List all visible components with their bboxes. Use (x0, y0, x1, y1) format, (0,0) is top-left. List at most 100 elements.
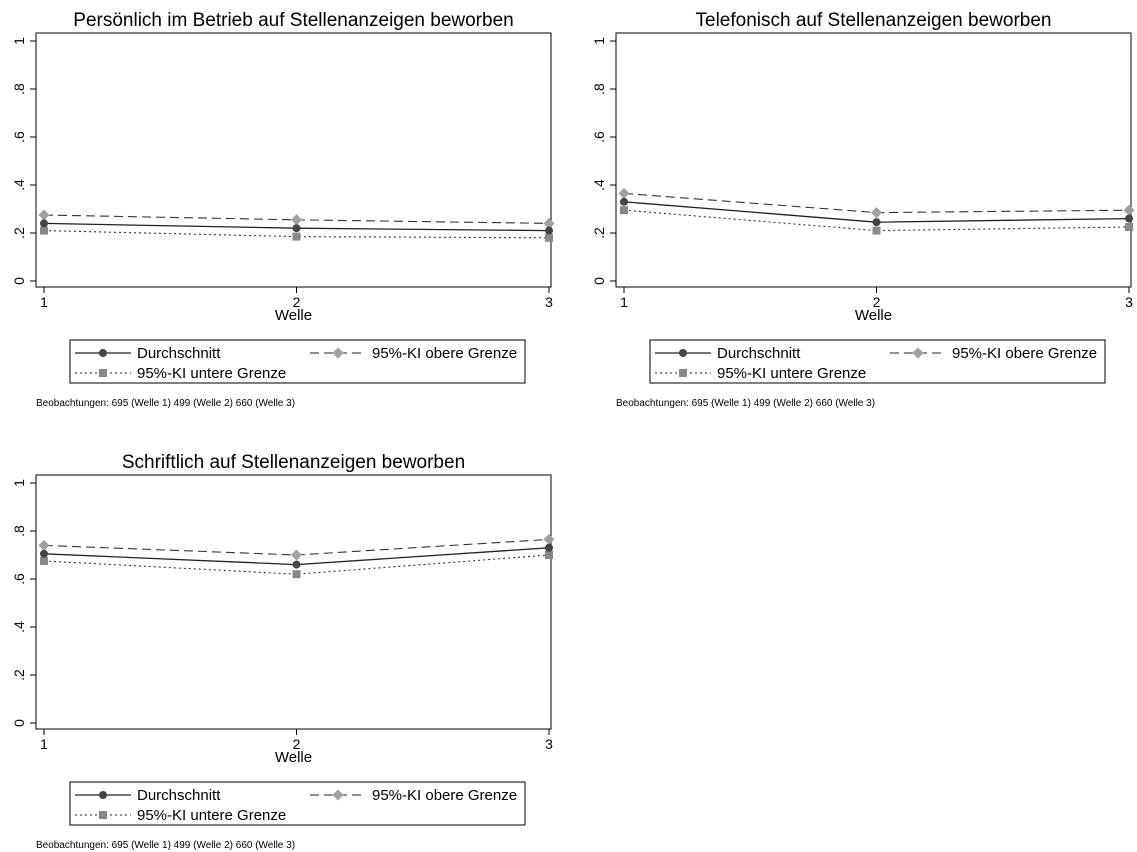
legend: Durchschnitt 95%-KI obere Grenze 95%-KI un… (69, 339, 526, 384)
legend-box (69, 339, 526, 384)
data-point (545, 551, 553, 559)
legend-swatch-marker (912, 347, 924, 359)
series-line-2 (43, 230, 550, 239)
series-2 (40, 551, 553, 579)
y-tick-label: .8 (11, 525, 27, 537)
data-point (543, 217, 555, 229)
x-tick-label: 3 (545, 294, 553, 310)
legend-label: 95%-KI obere Grenze (952, 345, 1097, 362)
x-tick-label: 1 (40, 294, 48, 310)
data-point (872, 218, 881, 227)
observations-note: Beobachtungen: 695 (Welle 1) 499 (Welle … (36, 840, 295, 851)
data-point (40, 557, 48, 565)
y-tick-label: 1 (11, 37, 27, 45)
chart-title: Schriftlich auf Stellenanzeigen beworben (122, 452, 465, 473)
y-tick-label: .4 (11, 179, 27, 191)
data-point (545, 233, 553, 242)
series-2 (40, 226, 553, 242)
chart-title: Persönlich im Betrieb auf Stellenanzeige… (73, 10, 513, 31)
chart-title: Telefonisch auf Stellenanzeigen beworben (696, 10, 1052, 31)
data-point (291, 549, 302, 561)
legend-label: 95%-KI obere Grenze (372, 787, 517, 804)
y-tick-label: .2 (11, 669, 27, 681)
data-point (1123, 204, 1135, 216)
legend-swatch-marker (679, 369, 687, 377)
x-tick-label: 2 (293, 736, 301, 752)
y-tick-label: .8 (11, 83, 27, 95)
observations-note: Beobachtungen: 695 (Welle 1) 499 (Welle … (36, 398, 295, 409)
y-tick-label: .6 (11, 573, 27, 585)
legend: Durchschnitt 95%-KI obere Grenze 95%-KI un… (69, 781, 526, 826)
x-tick-label: 3 (1125, 294, 1133, 310)
x-tick-label: 2 (873, 294, 881, 310)
data-point (871, 207, 882, 219)
data-point (292, 232, 301, 241)
series-2 (620, 206, 1133, 235)
series-0 (620, 197, 1133, 227)
legend-label: Durchschnitt (137, 787, 221, 804)
plot-area (35, 32, 552, 288)
legend-box (649, 339, 1106, 384)
chart-panel-1: Persönlich im Betrieb auf Stellenanzeige… (11, 10, 555, 409)
y-tick-label: .2 (591, 227, 607, 239)
plot-area (615, 32, 1132, 288)
data-point (620, 197, 628, 206)
data-point (543, 533, 555, 545)
y-tick-label: .4 (591, 179, 607, 191)
series-0 (40, 219, 553, 235)
data-point (292, 570, 301, 579)
data-point (545, 543, 553, 552)
legend-swatch-marker (99, 811, 107, 819)
y-tick-label: 1 (591, 37, 607, 45)
x-tick-label: 1 (40, 736, 48, 752)
y-tick-label: .2 (11, 227, 27, 239)
x-tick-label: 1 (620, 294, 628, 310)
legend-box (69, 781, 526, 826)
legend-swatch-marker (99, 369, 107, 377)
y-tick-label: 0 (11, 719, 27, 727)
legend-swatch-marker (679, 349, 687, 357)
x-axis-title: Welle (275, 307, 312, 324)
legend: Durchschnitt 95%-KI obere Grenze 95%-KI un… (649, 339, 1106, 384)
x-axis-title: Welle (275, 749, 312, 766)
data-point (291, 214, 302, 226)
data-point (40, 549, 48, 558)
series-0 (40, 543, 553, 569)
plot-area (35, 474, 552, 730)
series-1 (38, 533, 555, 561)
y-tick-label: .6 (11, 131, 27, 143)
data-point (545, 226, 553, 235)
x-tick-label: 3 (545, 736, 553, 752)
legend-swatch-marker (99, 791, 107, 799)
y-tick-label: 1 (11, 479, 27, 487)
series-1 (38, 209, 555, 229)
y-tick-label: .4 (11, 621, 27, 633)
legend-label: 95%-KI obere Grenze (372, 345, 517, 362)
data-point (872, 226, 881, 235)
series-1 (618, 187, 1135, 219)
chart-panel-2: Telefonisch auf Stellenanzeigen beworben… (591, 10, 1135, 409)
legend-label: 95%-KI untere Grenze (137, 365, 286, 382)
observations-note: Beobachtungen: 695 (Welle 1) 499 (Welle … (616, 398, 875, 409)
data-point (292, 224, 301, 233)
series-line-2 (623, 209, 1130, 232)
y-tick-label: 0 (11, 277, 27, 285)
x-axis-title: Welle (855, 307, 892, 324)
data-point (618, 187, 630, 199)
data-point (40, 219, 48, 228)
y-tick-label: .8 (591, 83, 607, 95)
legend-label: Durchschnitt (137, 345, 221, 362)
data-point (38, 209, 50, 221)
data-point (38, 539, 50, 551)
x-tick-label: 2 (293, 294, 301, 310)
legend-label: 95%-KI untere Grenze (137, 807, 286, 824)
series-line-2 (43, 554, 550, 575)
y-tick-label: .6 (591, 131, 607, 143)
data-point (40, 226, 48, 235)
legend-swatch-marker (332, 789, 344, 801)
legend-label: Durchschnitt (717, 345, 801, 362)
chart-panel-3: Schriftlich auf Stellenanzeigen beworben… (11, 452, 555, 851)
legend-swatch-marker (332, 347, 344, 359)
data-point (292, 560, 301, 569)
